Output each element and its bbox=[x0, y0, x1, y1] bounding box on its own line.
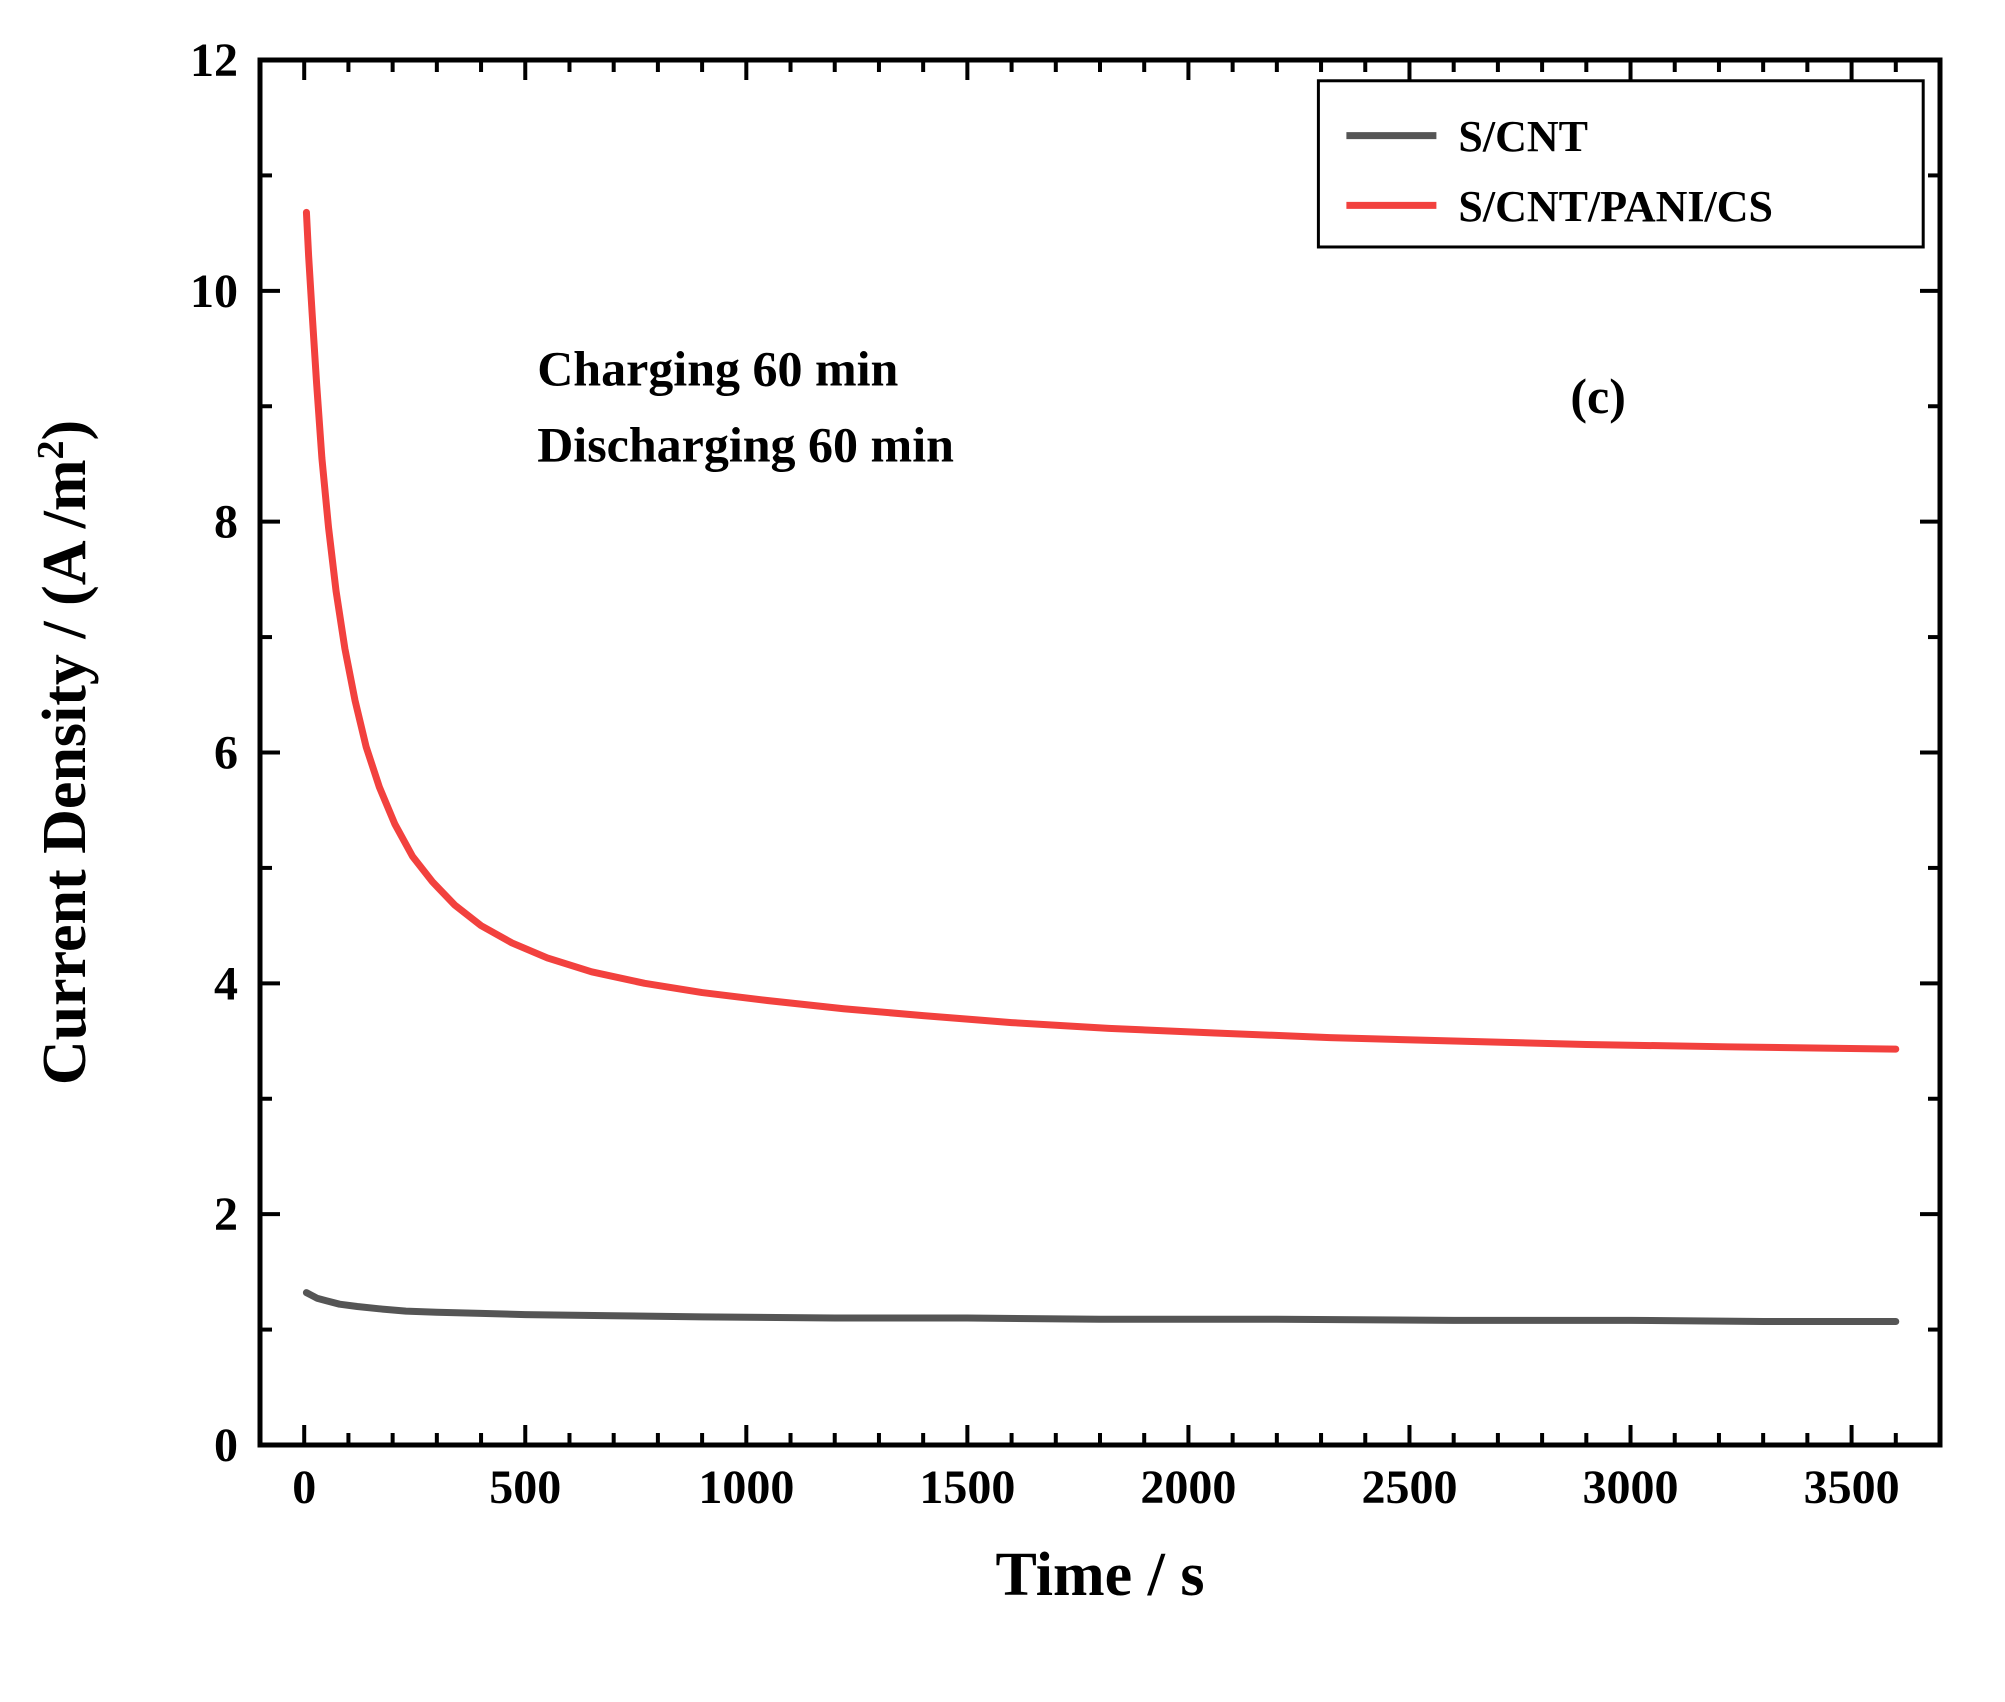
annotation-text: Charging 60 min bbox=[537, 340, 898, 396]
y-tick-label: 6 bbox=[214, 727, 238, 780]
x-tick-label: 2000 bbox=[1140, 1461, 1236, 1514]
y-tick-label: 2 bbox=[214, 1188, 238, 1241]
y-axis-label: Current Density / (A /m2) bbox=[30, 420, 99, 1085]
x-tick-label: 0 bbox=[292, 1461, 316, 1514]
annotation-text: (c) bbox=[1570, 368, 1626, 424]
y-tick-label: 8 bbox=[214, 496, 238, 549]
chart-container: 0 500 1000 1500 2000 2500 3000 3500 0 2 4 6 8 10 12 Tim… bbox=[0, 0, 2005, 1702]
legend-label: S/CNT/PANI/CS bbox=[1458, 182, 1773, 231]
current-density-vs-time-chart: 0 500 1000 1500 2000 2500 3000 3500 0 2 4 6 8 10 12 Tim… bbox=[0, 0, 2005, 1702]
annotation-text: Discharging 60 min bbox=[537, 417, 954, 473]
y-tick-label: 4 bbox=[214, 957, 238, 1010]
y-tick-label: 10 bbox=[190, 265, 238, 318]
x-tick-label: 1500 bbox=[919, 1461, 1015, 1514]
x-tick-label: 2500 bbox=[1361, 1461, 1457, 1514]
y-tick-label: 0 bbox=[214, 1419, 238, 1472]
x-axis-label: Time / s bbox=[996, 1541, 1205, 1609]
svg-text:Current Density / (A /m2): Current Density / (A /m2) bbox=[30, 420, 99, 1085]
y-tick-label: 12 bbox=[190, 34, 238, 87]
x-tick-label: 500 bbox=[489, 1461, 561, 1514]
x-tick-label: 1000 bbox=[698, 1461, 794, 1514]
x-tick-label: 3500 bbox=[1804, 1461, 1900, 1514]
x-tick-label: 3000 bbox=[1583, 1461, 1679, 1514]
legend-label: S/CNT bbox=[1458, 112, 1588, 161]
